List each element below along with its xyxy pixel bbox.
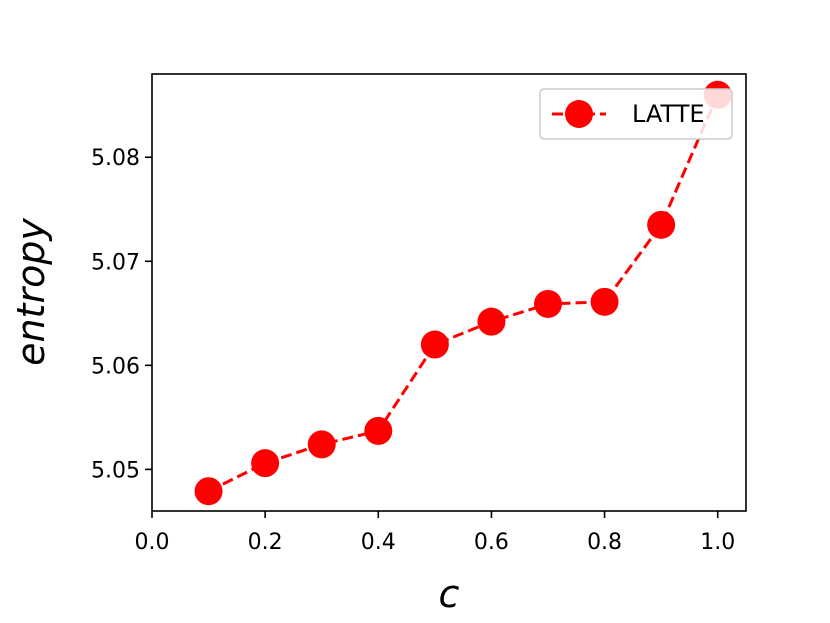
data-point — [364, 416, 393, 445]
data-point — [251, 449, 280, 478]
legend-marker-sample — [565, 100, 593, 128]
y-tick-label: 5.05 — [91, 458, 140, 483]
legend-label: LATTE — [632, 100, 705, 128]
x-tick-label: 0.8 — [587, 530, 622, 555]
data-point — [420, 330, 449, 359]
legend: LATTE — [539, 88, 733, 140]
x-axis-title: c — [439, 572, 460, 616]
y-tick-label: 5.08 — [91, 146, 140, 171]
x-tick-label: 1.0 — [700, 530, 735, 555]
y-axis: 5.05 5.06 5.07 5.08 — [91, 146, 152, 483]
y-axis-title: entropy — [9, 218, 53, 366]
series-line — [207, 94, 720, 493]
data-point — [590, 287, 619, 316]
y-tick-label: 5.07 — [91, 250, 140, 275]
y-tick-label: 5.06 — [91, 354, 140, 379]
data-point — [534, 289, 562, 318]
x-tick-label: 0.2 — [248, 530, 283, 555]
plot-frame — [151, 73, 747, 512]
series-layer — [194, 80, 732, 506]
data-point — [194, 477, 223, 506]
x-tick-label: 0.0 — [135, 530, 170, 555]
x-axis: 0.0 0.2 0.4 0.6 0.8 1.0 — [135, 511, 735, 555]
data-point — [477, 307, 506, 336]
legend-box — [539, 88, 733, 140]
x-tick-label: 0.6 — [474, 530, 509, 555]
data-point — [647, 210, 676, 239]
x-tick-label: 0.4 — [361, 530, 396, 555]
data-point — [307, 430, 336, 459]
